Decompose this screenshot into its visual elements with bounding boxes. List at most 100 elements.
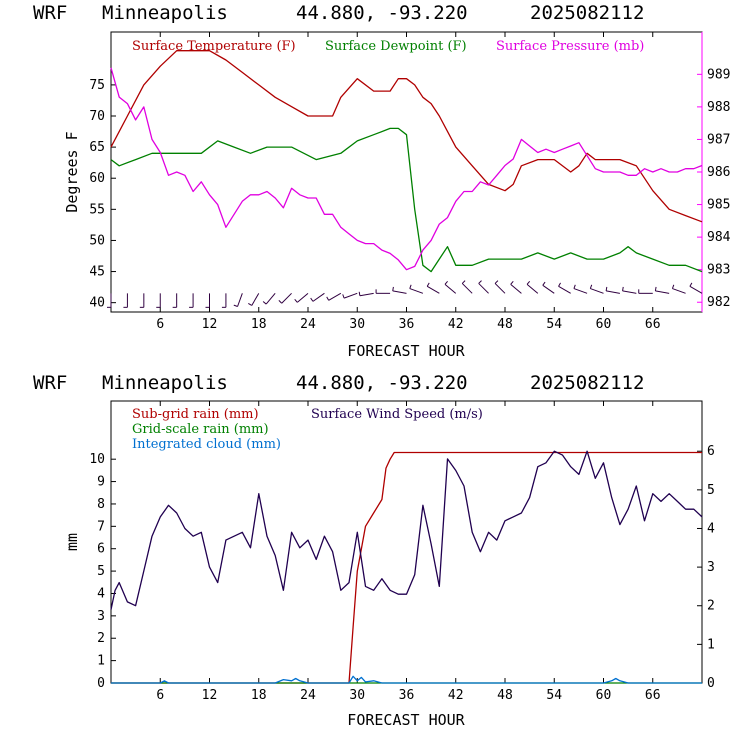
legend-surface-pressure: Surface Pressure (mb): [496, 39, 644, 54]
panel-temperature: WRF Minneapolis 44.880, -93.220 20250821…: [33, 2, 731, 360]
wind-barb: [605, 286, 621, 294]
legend-integrated-cloud: Integrated cloud (mm): [132, 437, 281, 452]
wind-barb: [573, 284, 588, 294]
series-integrated-cloud: [111, 675, 702, 684]
panel1-x-axis-ticks: 6 12 18 24 30 36 42 48 54 60 66: [156, 32, 661, 332]
wind-barb: [310, 292, 325, 302]
wind-barb: [375, 289, 391, 294]
wind-barb: [510, 280, 522, 294]
wind-barb: [444, 280, 457, 294]
wind-barb: [189, 293, 194, 308]
panel1-y2-tick-label: 983: [707, 263, 730, 278]
panel2-x-tick-label: 36: [399, 688, 415, 703]
legend-surface-wind-speed: Surface Wind Speed (m/s): [311, 407, 483, 422]
wind-barb: [689, 282, 703, 294]
wind-barb: [358, 291, 374, 297]
panel1-x-tick-label: 12: [202, 317, 218, 332]
panel2-y-tick-label: 9: [97, 475, 105, 490]
panel1-y-tick-label: 40: [89, 296, 105, 311]
panel1-header-location: Minneapolis: [102, 2, 228, 24]
panel2-x-tick-label: 42: [448, 688, 464, 703]
legend-grid-scale-rain: Grid-scale rain (mm): [132, 422, 269, 437]
panel2-header-coords: 44.880, -93.220: [296, 372, 468, 394]
panel2-y-tick-label: 0: [97, 676, 105, 691]
wind-barb: [526, 280, 539, 294]
panel2-y-tick-label: 8: [97, 497, 105, 512]
panel2-x-axis-label: FORECAST HOUR: [347, 711, 465, 729]
panel2-y2-tick-label: 0: [707, 676, 715, 691]
panel1-x-tick-label: 48: [497, 317, 513, 332]
panel1-y-tick-label: 75: [89, 78, 105, 93]
panel2-header-location: Minneapolis: [102, 372, 228, 394]
panel1-x-tick-label: 24: [300, 317, 316, 332]
panel2-legend: Sub-grid rain (mm) Grid-scale rain (mm) …: [132, 407, 483, 452]
panel1-legend: Surface Temperature (F) Surface Dewpoint…: [132, 39, 644, 54]
panel1-y-tick-label: 45: [89, 265, 105, 280]
panel2-y2-tick-label: 4: [707, 521, 715, 536]
panel2-x-tick-label: 18: [251, 688, 267, 703]
panel2-y-tick-label: 4: [97, 586, 105, 601]
panel2-header-model: WRF: [33, 372, 67, 394]
series-surface-dewpoint: [110, 127, 703, 273]
panel2-x-tick-label: 48: [497, 688, 513, 703]
wind-barb: [233, 293, 243, 307]
panel2-y-tick-label: 1: [97, 654, 105, 669]
series-surface-pressure: [110, 67, 703, 271]
wind-barb: [326, 292, 342, 301]
panel1-x-tick-label: 54: [546, 317, 562, 332]
wind-barb: [342, 292, 358, 299]
panel2-x-tick-label: 66: [645, 688, 661, 703]
wind-barb: [622, 286, 637, 294]
panel-precipitation: WRF Minneapolis 44.880, -93.220 20250821…: [33, 372, 715, 729]
wind-barb: [172, 293, 178, 308]
panel1-y-tick-label: 55: [89, 202, 105, 217]
panel1-y-axis-label: Degrees F: [63, 131, 81, 212]
wind-barb: [542, 281, 555, 294]
panel1-x-tick-label: 30: [349, 317, 365, 332]
panel1-x-tick-label: 66: [645, 317, 661, 332]
wind-barb: [107, 293, 112, 308]
wind-barb: [654, 286, 670, 294]
panel2-y-tick-label: 10: [89, 452, 105, 467]
panel2-x-tick-label: 60: [596, 688, 612, 703]
panel2-header: WRF Minneapolis 44.880, -93.220 20250821…: [33, 372, 644, 394]
panel1-header-model: WRF: [33, 2, 67, 24]
panel2-x-tick-label: 54: [546, 688, 562, 703]
wind-barb: [478, 280, 489, 294]
panel2-header-run: 2025082112: [530, 372, 644, 394]
panel2-series-group: [110, 450, 703, 684]
panel1-header: WRF Minneapolis 44.880, -93.220 20250821…: [33, 2, 644, 24]
panel2-y-tick-label: 7: [97, 519, 105, 534]
panel1-y-axis-ticks: 40 45 50 55 60 65 70 75: [89, 78, 116, 311]
panel1-header-coords: 44.880, -93.220: [296, 2, 468, 24]
panel2-y-tick-label: 6: [97, 542, 105, 557]
wind-barb: [461, 280, 473, 294]
panel2-y-axis-ticks: 0 1 2 3 4 5 6 7 8 9 10: [89, 452, 116, 691]
wind-barb: [392, 286, 407, 294]
wind-barb: [221, 293, 227, 308]
panel2-y2-tick-label: 1: [707, 637, 715, 652]
panel2-x-axis-ticks: 6 12 18 24 30 36 42 48 54 60 66: [156, 401, 661, 703]
panel1-y-tick-label: 70: [89, 109, 105, 124]
panel1-x-axis-label: FORECAST HOUR: [347, 342, 465, 360]
wind-barb: [426, 282, 440, 294]
panel2-y2-tick-label: 3: [707, 560, 715, 575]
panel2-x-tick-label: 24: [300, 688, 316, 703]
panel2-y2-tick-label: 6: [707, 444, 715, 459]
legend-surface-temperature: Surface Temperature (F): [132, 39, 296, 54]
wind-barb: [205, 293, 210, 308]
panel1-y-tick-label: 50: [89, 233, 105, 248]
panel2-y-tick-label: 5: [97, 564, 105, 579]
panel1-series-group: [110, 50, 703, 273]
panel1-x-tick-label: 60: [596, 317, 612, 332]
panel1-y2-tick-label: 988: [707, 100, 730, 115]
panel1-y2-tick-label: 982: [707, 295, 730, 310]
wind-barb: [494, 280, 506, 294]
wind-barb: [123, 293, 128, 308]
wind-barb: [558, 282, 571, 294]
panel1-x-tick-label: 6: [156, 317, 164, 332]
panel1-y2-tick-label: 985: [707, 198, 730, 213]
panel1-header-run: 2025082112: [530, 2, 644, 24]
panel1-y2-tick-label: 984: [707, 230, 731, 245]
panel2-y2-tick-label: 2: [707, 599, 715, 614]
